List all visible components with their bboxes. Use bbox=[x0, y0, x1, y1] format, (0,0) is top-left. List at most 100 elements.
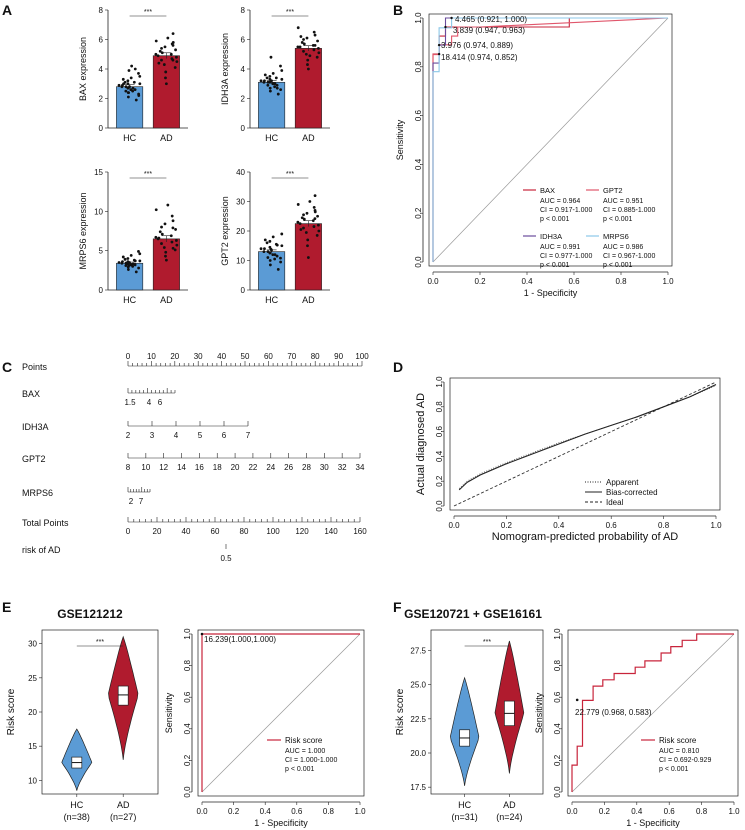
plot-frame bbox=[428, 13, 673, 267]
y-tick-label: 0.2 bbox=[414, 207, 423, 219]
x-tick-label: AD bbox=[503, 800, 516, 810]
y-tick-label: 0.0 bbox=[553, 786, 562, 798]
diagonal-reference bbox=[571, 633, 735, 793]
legend-label: Bias-corrected bbox=[606, 488, 658, 497]
data-point bbox=[134, 270, 138, 274]
y-tick-label: 2 bbox=[99, 95, 104, 104]
x-tick-label: 0.4 bbox=[631, 807, 643, 816]
data-point bbox=[280, 244, 284, 248]
data-point bbox=[126, 257, 130, 260]
data-point bbox=[263, 79, 266, 83]
nomogram-tick-label: 40 bbox=[217, 352, 226, 361]
data-point bbox=[174, 228, 177, 231]
x-tick-count: (n=24) bbox=[496, 812, 522, 822]
data-point bbox=[302, 49, 305, 53]
nomogram-tick-label: 16 bbox=[195, 463, 204, 472]
data-point bbox=[280, 69, 284, 72]
roc-threshold-label: 22.779 (0.968, 0.583) bbox=[575, 708, 652, 717]
y-tick-label: 0 bbox=[241, 124, 246, 133]
y-tick-label: 0.4 bbox=[414, 158, 423, 170]
x-tick-label: HC bbox=[458, 800, 471, 810]
data-point bbox=[175, 60, 179, 64]
x-tick-label: 0.2 bbox=[228, 807, 240, 816]
data-point bbox=[138, 252, 142, 256]
data-point bbox=[280, 77, 284, 81]
bar-ad bbox=[152, 238, 180, 291]
data-point bbox=[137, 250, 140, 253]
y-axis-label: Sensitivity bbox=[164, 692, 174, 733]
y-tick-label: 20.0 bbox=[410, 749, 426, 758]
data-point bbox=[317, 229, 321, 233]
y-tick-label: 1.0 bbox=[183, 628, 192, 640]
legend-auc: AUC = 0.991 bbox=[540, 244, 580, 251]
data-point bbox=[133, 259, 137, 263]
data-point bbox=[134, 98, 138, 102]
data-point bbox=[170, 214, 174, 218]
data-point bbox=[302, 42, 306, 46]
data-point bbox=[138, 74, 142, 78]
y-tick-label: 25 bbox=[28, 674, 37, 683]
nomogram-tick-label: 100 bbox=[355, 352, 369, 361]
nomogram-tick-label: 5 bbox=[198, 431, 203, 440]
legend-ci: CI = 0.967-1.000 bbox=[603, 253, 655, 260]
calibration-chart: 0.0 0.0 0.2 0.2 0.4 0.4 0.6 0.6 0.8 0.8 1.0 1.0 Nomo… bbox=[415, 376, 722, 543]
data-point bbox=[268, 74, 272, 78]
y-tick-label: 22.5 bbox=[410, 715, 426, 724]
data-point bbox=[158, 230, 162, 234]
data-point bbox=[137, 94, 141, 97]
significance-label: *** bbox=[286, 171, 294, 178]
data-point bbox=[306, 238, 310, 242]
violin-chart-gse121212: GSE121212 10 15 20 25 30 Risk score HC (n=38) AD (… bbox=[6, 607, 159, 822]
y-axis-label: Risk score bbox=[6, 688, 17, 735]
x-tick-label: 0.0 bbox=[196, 807, 208, 816]
y-tick-label: 0.0 bbox=[435, 500, 444, 512]
data-point bbox=[128, 85, 131, 89]
roc-chart-genes: 0.0 0.0 0.2 0.2 0.4 0.4 0.6 0.6 0.8 0.8 1.0 1.0 1 - … bbox=[395, 12, 674, 298]
nomogram-tick-label: 120 bbox=[295, 527, 309, 536]
data-point bbox=[266, 256, 270, 259]
y-tick-label: 0.6 bbox=[435, 425, 444, 437]
data-point bbox=[305, 211, 309, 215]
x-tick-label: HC bbox=[265, 133, 278, 143]
nomogram-tick-label: 10 bbox=[141, 463, 150, 472]
data-point bbox=[276, 267, 280, 271]
nomogram-tick-label: 100 bbox=[266, 527, 280, 536]
x-tick-label: 0.8 bbox=[696, 807, 708, 816]
data-point bbox=[268, 259, 272, 262]
data-point bbox=[259, 79, 263, 83]
data-point bbox=[306, 67, 310, 71]
data-point bbox=[305, 36, 309, 40]
data-point bbox=[273, 253, 277, 256]
threshold-point bbox=[575, 698, 579, 702]
data-point bbox=[269, 247, 273, 251]
legend-auc: AUC = 0.951 bbox=[603, 198, 643, 205]
data-point bbox=[129, 76, 133, 80]
data-point bbox=[263, 238, 267, 242]
data-point bbox=[126, 79, 130, 83]
y-tick-label: 27.5 bbox=[410, 647, 426, 656]
threshold-point bbox=[200, 632, 204, 636]
nomogram-tick-label: 6 bbox=[158, 398, 163, 407]
data-point bbox=[266, 83, 270, 87]
data-point bbox=[126, 82, 130, 86]
legend-label: BAX bbox=[540, 186, 555, 195]
data-point bbox=[160, 58, 163, 62]
x-tick-label: HC bbox=[123, 295, 136, 305]
y-tick-label: 8 bbox=[241, 6, 246, 15]
nomogram-tick-label: 1.5 bbox=[124, 398, 136, 407]
data-point bbox=[175, 55, 178, 59]
x-tick-label: 0.8 bbox=[323, 807, 335, 816]
legend-ci: CI = 0.692-0.929 bbox=[659, 757, 711, 764]
data-point bbox=[173, 248, 177, 252]
panel-label-c: C bbox=[2, 359, 12, 375]
data-point bbox=[171, 41, 175, 44]
roc-threshold-label: 18.414 (0.974, 0.852) bbox=[441, 53, 518, 62]
data-point bbox=[275, 243, 279, 247]
y-tick-label: 1.0 bbox=[553, 628, 562, 640]
nomogram-tick-label: 60 bbox=[264, 352, 273, 361]
data-point bbox=[124, 261, 128, 265]
violin-chart-combined: GSE120721 + GSE16161 17.5 20.0 22.5 25.0 27.5… bbox=[395, 607, 544, 822]
x-tick-label: 0.0 bbox=[566, 807, 578, 816]
y-tick-label: 0.8 bbox=[553, 659, 562, 671]
data-point bbox=[268, 245, 272, 249]
